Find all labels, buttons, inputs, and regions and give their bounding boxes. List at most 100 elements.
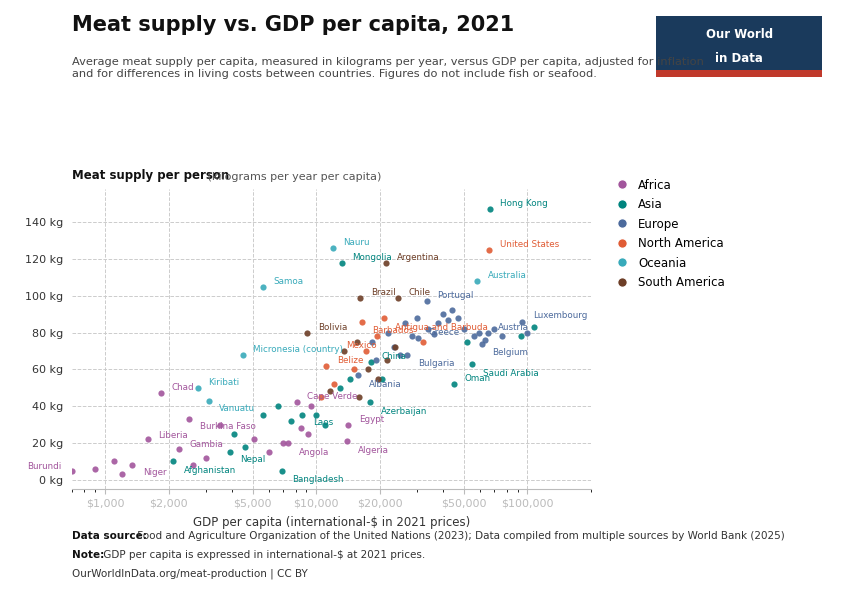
Point [399, 319, 412, 328]
Text: Belgium: Belgium [492, 349, 529, 358]
Point [468, 331, 481, 341]
Text: Our World: Our World [706, 28, 773, 41]
Point [296, 410, 309, 420]
Text: China: China [382, 352, 406, 361]
Text: OurWorldInData.org/meat-production | CC BY: OurWorldInData.org/meat-production | CC … [72, 569, 308, 580]
Point [481, 328, 495, 337]
Point [304, 401, 318, 411]
Point [294, 424, 308, 433]
Point [520, 328, 534, 337]
Point [115, 469, 128, 479]
Text: Cape Verde: Cape Verde [308, 392, 358, 401]
Point [141, 434, 155, 444]
Point [416, 337, 429, 347]
Point [432, 319, 445, 328]
Point [276, 438, 290, 448]
Point [478, 335, 491, 345]
Point [363, 398, 377, 407]
Text: Nauru: Nauru [343, 238, 370, 247]
Point [410, 313, 423, 323]
Point [323, 386, 337, 396]
Point [392, 293, 405, 302]
Point [466, 359, 479, 368]
Text: Chad: Chad [172, 383, 195, 392]
Text: Food and Agriculture Organization of the United Nations (2023); Data compiled fr: Food and Agriculture Organization of the… [134, 531, 785, 541]
Point [388, 343, 401, 352]
Text: Portugal: Portugal [438, 291, 473, 300]
Point [223, 448, 236, 457]
Point [482, 245, 496, 254]
Oceania [191, 383, 205, 392]
Text: Burundi: Burundi [27, 463, 62, 472]
Text: Mexico: Mexico [346, 341, 377, 350]
Text: Meat supply vs. GDP per capita, 2021: Meat supply vs. GDP per capita, 2021 [72, 15, 514, 35]
Point [314, 392, 328, 402]
Text: Egypt: Egypt [359, 415, 384, 424]
Text: Barbados: Barbados [372, 326, 414, 335]
Point [281, 438, 295, 448]
Text: Liberia: Liberia [159, 431, 189, 440]
Point [366, 337, 379, 347]
Point [326, 243, 340, 253]
Point [107, 457, 121, 466]
Point [388, 343, 401, 352]
Text: Samoa: Samoa [274, 277, 303, 286]
Point [348, 365, 361, 374]
Point [213, 420, 227, 430]
Point [380, 355, 394, 365]
Text: Meat supply per person: Meat supply per person [72, 169, 230, 182]
Text: Azerbaijan: Azerbaijan [381, 407, 427, 416]
Point [337, 346, 351, 356]
Text: Luxembourg: Luxembourg [533, 311, 587, 320]
Text: Argentina: Argentina [397, 253, 439, 262]
Point [247, 434, 261, 444]
Point [528, 322, 541, 332]
Text: Laos: Laos [313, 418, 333, 427]
Point [333, 383, 347, 392]
Point [173, 444, 186, 454]
Point [271, 401, 285, 411]
Point [354, 293, 367, 302]
Point [470, 276, 484, 286]
Point [371, 331, 384, 341]
Text: Bulgaria: Bulgaria [417, 359, 454, 368]
Point [88, 464, 102, 473]
Point [359, 346, 372, 356]
Point [238, 442, 252, 451]
Text: Albania: Albania [369, 380, 401, 389]
Text: Hong Kong: Hong Kong [501, 199, 548, 208]
Point [472, 328, 485, 337]
Point [420, 296, 434, 306]
Text: Algeria: Algeria [358, 446, 388, 455]
Point [155, 388, 168, 398]
Point [335, 258, 348, 268]
Text: Oman: Oman [465, 374, 490, 383]
Text: Bolivia: Bolivia [318, 323, 348, 332]
Point [236, 350, 250, 359]
Text: Niger: Niger [143, 468, 167, 477]
Legend: Africa, Asia, Europe, North America, Oceania, South America: Africa, Asia, Europe, North America, Oce… [605, 174, 729, 294]
Text: Saudi Arabia: Saudi Arabia [483, 368, 539, 377]
Asia [167, 457, 180, 466]
Point [445, 305, 459, 315]
Text: United States: United States [500, 240, 559, 249]
Point [451, 313, 465, 323]
Point [256, 410, 269, 420]
Text: GDP per capita is expressed in international-$ at 2021 prices.: GDP per capita is expressed in internati… [100, 550, 426, 560]
Point [355, 317, 369, 326]
Text: Vanuatu: Vanuatu [219, 404, 255, 413]
Point [275, 466, 289, 475]
Point [422, 324, 435, 334]
Text: Bangladesh: Bangladesh [292, 475, 344, 484]
Text: Brazil: Brazil [371, 287, 395, 296]
Point [343, 374, 357, 383]
Point [182, 414, 196, 424]
Text: Antigua and Barbuda: Antigua and Barbuda [394, 323, 488, 332]
Text: Austria: Austria [498, 323, 530, 332]
Point [513, 331, 527, 341]
Point [302, 429, 315, 439]
Point [411, 333, 425, 343]
Point [456, 324, 470, 334]
North America [320, 361, 333, 370]
Point [375, 374, 388, 383]
